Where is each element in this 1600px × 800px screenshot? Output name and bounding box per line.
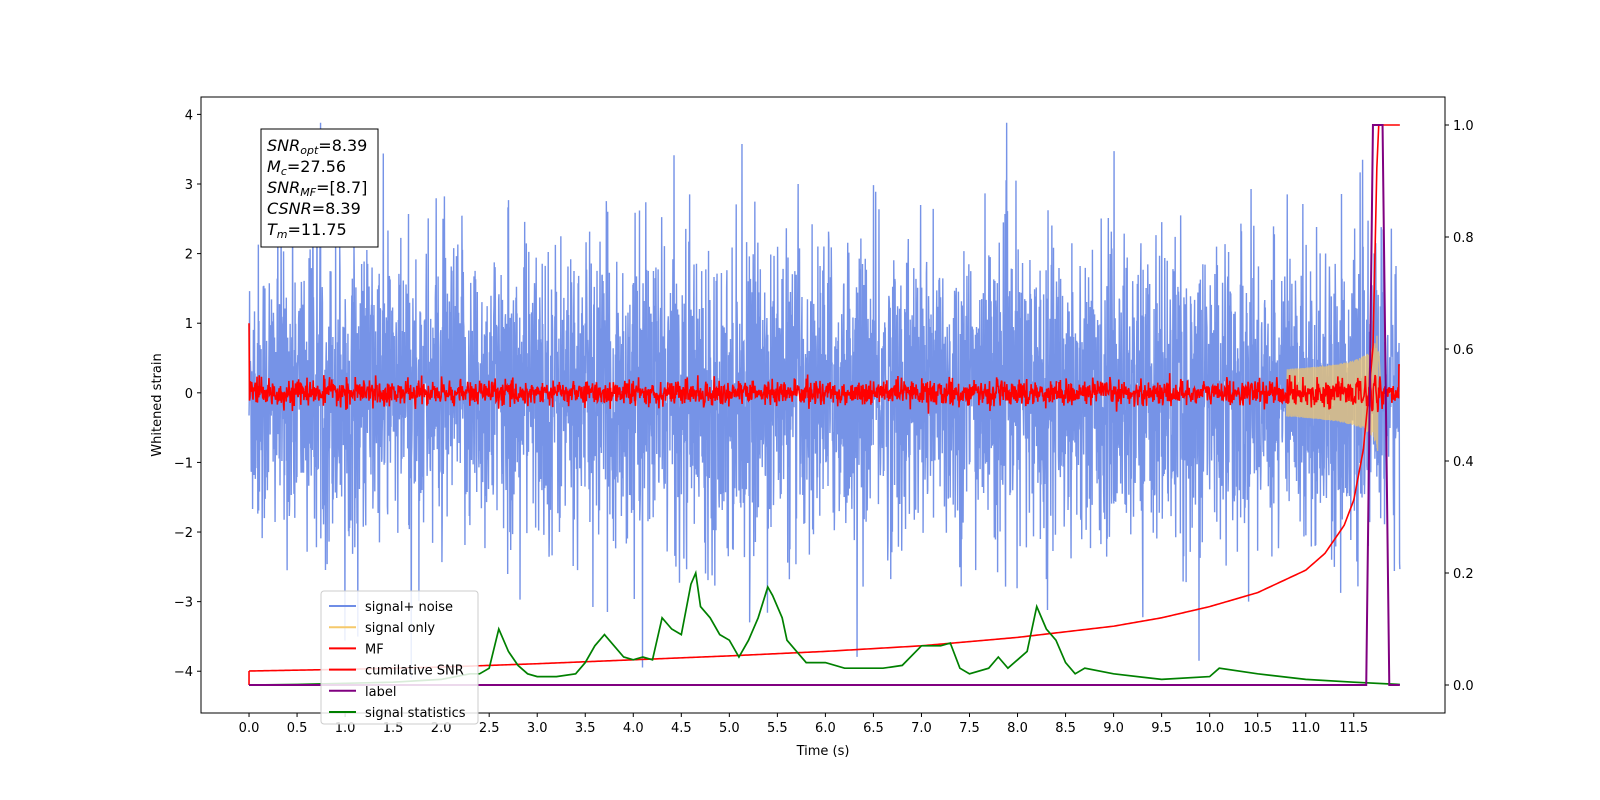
x-tick-label: 11.0 [1291,721,1320,736]
info-box-frame [260,128,379,248]
x-tick-label: 6.5 [863,721,884,736]
legend: signal+ noise signal only MF cumilative SNR… [320,590,479,725]
y-tick-label-left: 3 [185,178,193,193]
x-tick-label: 6.0 [815,721,836,736]
info-box-line: CSNR=8.39 [267,199,361,218]
x-tick-label: 3.0 [527,721,548,736]
x-tick-label: 8.5 [1055,721,1076,736]
x-tick-label: 10.5 [1243,721,1272,736]
y-tick-label-left: 0 [185,387,193,402]
x-tick-label: 5.5 [767,721,788,736]
legend-entry: signal statistics [365,706,466,721]
series-label [249,124,1400,686]
x-tick-label: 0.0 [239,721,260,736]
series-signal-noise [248,122,1401,679]
x-tick-label: 3.5 [575,721,596,736]
plot-frame [200,96,1446,714]
info-box-line: Mc=27.56 [267,157,346,178]
x-tick-label: 4.0 [623,721,644,736]
info-box-line: SNRMF=[8.7] [267,178,367,199]
x-tick-label: 1.0 [335,721,356,736]
info-box-line: Tm=11.75 [267,220,347,241]
y-tick-label-right: 0.8 [1453,231,1474,246]
x-tick-label: 7.0 [911,721,932,736]
x-tick-label: 10.0 [1195,721,1224,736]
legend-entry: cumilative SNR [365,664,464,679]
y-tick-label-left: 1 [185,317,193,332]
x-tick-label: 2.5 [479,721,500,736]
x-tick-label: 8.0 [1007,721,1028,736]
y-tick-label-right: 0.4 [1453,455,1474,470]
y-tick-label-left: 4 [185,108,193,123]
y-tick-label-right: 0.0 [1453,679,1474,694]
x-axis-label: Time (s) [796,744,850,759]
info-box-line: SNRopt=8.39 [267,136,367,157]
legend-frame [320,590,479,725]
legend-entry: label [365,685,396,700]
series-mf [248,323,1400,414]
y-tick-label-left: −1 [174,456,193,471]
x-tick-label: 9.5 [1151,721,1172,736]
x-tick-label: 9.0 [1103,721,1124,736]
y-tick-label-right: 0.2 [1453,567,1474,582]
legend-entry: signal+ noise [365,600,453,615]
legend-entry: signal only [365,621,435,636]
x-tick-label: 0.5 [287,721,308,736]
y-tick-label-right: 0.6 [1453,343,1474,358]
x-tick-label: 1.5 [383,721,404,736]
y-tick-label-left: −3 [174,596,193,611]
y-axis-label-left: Whitened strain [150,353,165,456]
x-tick-label: 4.5 [671,721,692,736]
x-axis: 0.0 0.5 1.0 1.5 2.0 2.5 3.0 3.5 4.0 4.5 5.0 5.5 6.0 6… [239,713,1368,736]
y-axis-right: 1.0 0.8 0.6 0.4 0.2 0.0 [1445,119,1474,694]
y-tick-label-left: −2 [174,526,193,541]
y-tick-label-left: 2 [185,248,193,263]
x-tick-label: 7.5 [959,721,980,736]
x-tick-label: 11.5 [1339,721,1368,736]
x-tick-label: 5.0 [719,721,740,736]
y-axis-left: 4 3 2 1 0 −1 −2 −3 −4 [174,108,201,680]
x-tick-label: 2.0 [431,721,452,736]
y-tick-label-right: 1.0 [1453,119,1474,134]
y-tick-label-left: −4 [174,665,193,680]
series-signal-statistics [249,569,1400,686]
legend-entry: MF [365,642,384,657]
